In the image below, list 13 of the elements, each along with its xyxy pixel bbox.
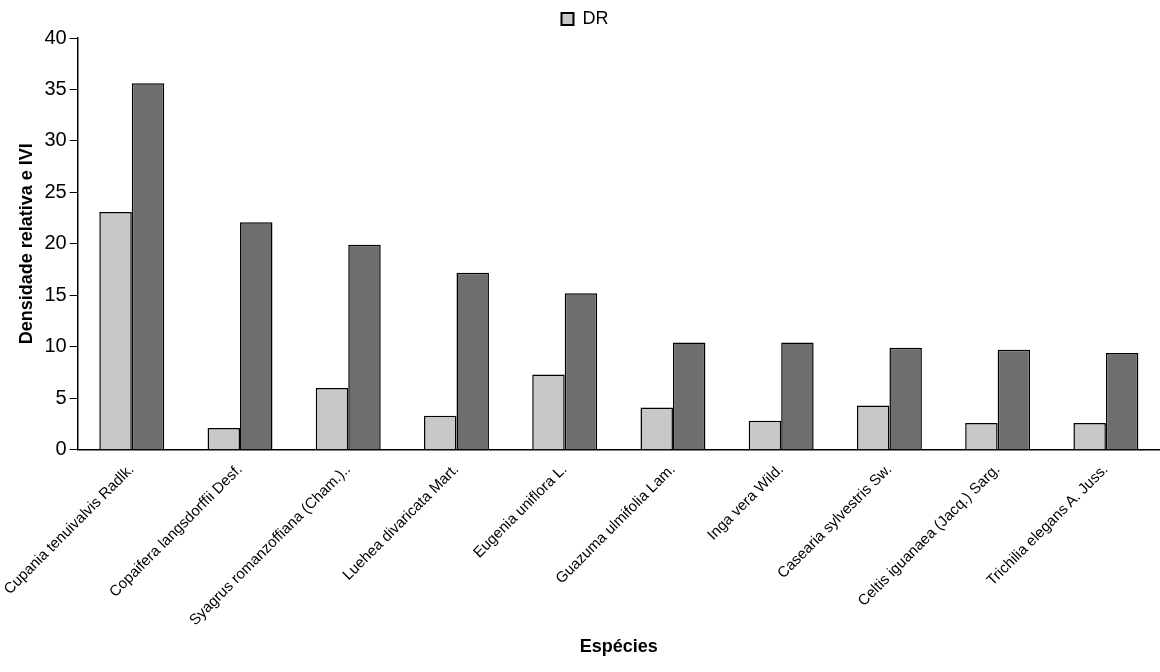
y-tick-label: 5 [55, 385, 67, 408]
y-tick-label: 30 [44, 128, 67, 151]
y-tick-label: 20 [44, 231, 67, 254]
y-tick-label: 10 [44, 334, 67, 357]
x-tick-label: Inga vera Wild. [703, 460, 787, 543]
y-tick-label: 40 [44, 25, 67, 48]
y-axis-title: Densidade relativa e IVI [15, 143, 36, 345]
y-tick-label: 15 [44, 282, 67, 305]
legend-label: DR [582, 7, 609, 28]
y-tick-label: 35 [44, 76, 67, 99]
y-tick-label: 0 [55, 437, 67, 460]
y-tick-label: 25 [44, 179, 67, 202]
x-axis-title: Espécies [579, 636, 658, 657]
